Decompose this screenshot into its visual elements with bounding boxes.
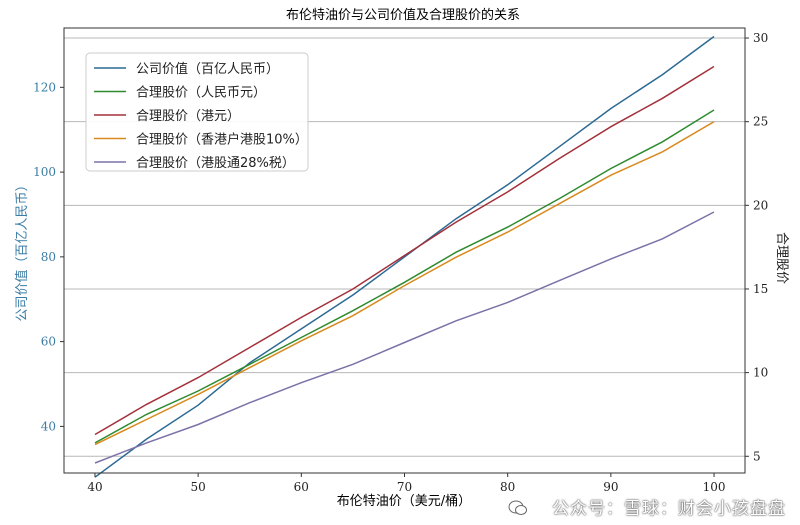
x-tick-label: 90 — [603, 480, 618, 494]
y-left-tick-label: 40 — [41, 419, 56, 433]
y-axis-left-title: 公司价值（百亿人民币） — [14, 178, 30, 321]
x-tick-label: 60 — [294, 480, 309, 494]
watermark-text: 公众号：雪球：财会小孩盘盘 — [552, 499, 786, 519]
series-lines — [94, 35, 715, 478]
legend-label: 合理股价（香港户港股10%） — [136, 132, 308, 148]
y-right-tick-label: 10 — [753, 366, 768, 380]
x-tick-label: 40 — [87, 480, 102, 494]
y-axis-right: 5 10 15 20 25 30 — [745, 31, 768, 463]
wechat-icon — [508, 500, 527, 515]
y-left-tick-label: 80 — [41, 250, 56, 264]
x-axis: 40 50 60 70 80 90 100 — [87, 473, 725, 494]
series-line-3 — [94, 65, 715, 436]
series-line-4 — [94, 121, 715, 446]
y-left-tick-label: 60 — [41, 335, 56, 349]
y-right-tick-label: 15 — [753, 282, 768, 296]
legend-label: 合理股价（港股通28%税） — [136, 156, 295, 171]
legend-box — [85, 52, 309, 172]
chart-title: 布伦特油价与公司价值及合理股价的关系 — [286, 7, 520, 23]
y-axis-left: 40 60 80 100 120 — [33, 80, 64, 433]
y-right-tick-label: 5 — [753, 449, 761, 463]
x-tick-label: 70 — [397, 480, 412, 494]
legend-label: 合理股价（港元） — [136, 109, 240, 124]
series-line-5 — [94, 211, 715, 464]
legend-label: 公司价值（百亿人民币） — [136, 61, 279, 77]
series-line-2 — [94, 109, 715, 444]
legend: 公司价值（百亿人民币） 合理股价（人民币元） 合理股价（港元） 合理股价（香港户港股1… — [85, 52, 309, 172]
x-tick-label: 80 — [500, 480, 515, 494]
legend-label: 合理股价（人民币元） — [136, 86, 266, 101]
x-axis-title: 布伦特油价（美元/桶） — [337, 494, 471, 509]
y-left-tick-label: 120 — [33, 80, 56, 94]
y-axis-right-title: 合理股价 — [774, 232, 789, 284]
series-line-1 — [94, 35, 715, 478]
x-tick-label: 100 — [703, 480, 726, 494]
y-right-tick-label: 30 — [753, 31, 768, 45]
x-tick-label: 50 — [190, 480, 205, 494]
y-right-tick-label: 20 — [753, 198, 768, 212]
y-left-tick-label: 100 — [33, 165, 56, 179]
y-right-tick-label: 25 — [753, 115, 768, 129]
